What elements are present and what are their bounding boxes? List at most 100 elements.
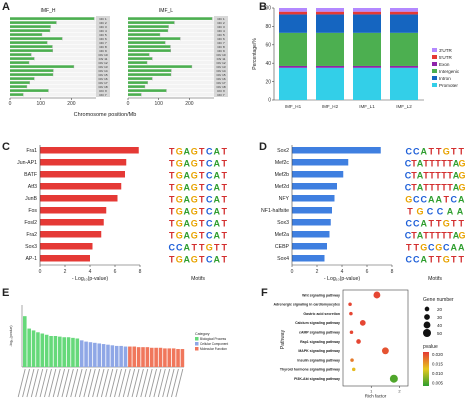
motif-logo-letter: T [411, 183, 417, 193]
panel-a-track [128, 33, 214, 37]
motif-logo-letter: T [214, 243, 220, 253]
panel-f: F Wnt signaling pathway Adrenergic signal… [237, 285, 474, 412]
panel-f-plot-frame [342, 289, 409, 387]
panel-f-color-legend-title: pvalue [423, 344, 438, 350]
panel-e-bar [53, 336, 58, 367]
panel-f-color-legend-label: 0.020 [432, 352, 444, 357]
panel-f-color-legend-label: 0.010 [432, 371, 444, 376]
panel-b-segment-3utr [390, 8, 418, 12]
panel-a-bar [10, 73, 53, 76]
motif-logo-letter: G [420, 243, 427, 253]
motif-logo-letter: C [405, 231, 412, 241]
panel-a-chr-label: Chr 15 [216, 73, 225, 77]
panel-b-y-tick-label: 40 [265, 61, 271, 67]
panel-e-term-label-blur [170, 368, 179, 398]
panel-a-chr-label: Chr 13 [216, 65, 225, 69]
panel-f-bubble [389, 374, 398, 383]
motif-logo-letter: A [184, 183, 191, 193]
motif-logo-letter: A [417, 171, 424, 181]
panel-a-bar [128, 81, 148, 84]
panel-a-track [10, 61, 96, 65]
panel-a-bar [128, 77, 153, 80]
panel-e-term-label-blur [39, 368, 48, 398]
motif-logo-letter: A [184, 243, 191, 253]
motif-logo-letter: C [443, 243, 450, 253]
panel-e-bar [40, 333, 45, 367]
motif-logo-letter: C [176, 243, 183, 253]
panel-a-bar [10, 49, 53, 52]
motif-logo-letter: T [447, 231, 453, 241]
panel-a-chr-label: Chr 15 [98, 73, 107, 77]
panel-b-y-tick-label: 0 [268, 98, 271, 104]
panel-a-bar [128, 65, 192, 68]
panel-b-x-tick-label: IMF_H2 [322, 104, 339, 109]
panel-e-y-title: -log₁₀(pvalue) [9, 325, 13, 346]
panel-a-chr-label: Chr 3 [217, 25, 225, 29]
panel-e-legend-swatch [195, 342, 199, 346]
motif-logo-letter: T [199, 171, 205, 181]
motif-logo-letter: C [406, 219, 413, 229]
panel-c-bar [40, 207, 107, 214]
panel-e-bar [75, 338, 80, 367]
panel-c-bar [40, 219, 104, 226]
motif-logo-letter: G [416, 207, 423, 217]
panel-f-bubble [349, 311, 353, 316]
panel-c-bar [40, 147, 139, 154]
panel-b-segment-promoter [353, 67, 381, 100]
motif-logo-letter: A [214, 147, 221, 157]
panel-d-x-tick-label: 4 [341, 269, 344, 275]
motif-logo-letter: T [441, 171, 447, 181]
panel-a-chr-label: Chr 9 [217, 49, 225, 53]
motif-logo-letter: A [417, 159, 424, 169]
panel-f-x-title: Rich factor [365, 394, 387, 399]
panel-d-bar [292, 183, 337, 190]
motif-logo-letter: T [435, 183, 441, 193]
motif-logo-letter: A [214, 207, 221, 217]
panel-a-chr-label: Chr 4 [217, 29, 225, 33]
panel-e-term-label-blur [52, 368, 61, 398]
panel-c-x-tick-label: 2 [64, 269, 67, 275]
panel-a-chr-label: Chr 2 [217, 21, 225, 25]
panel-a-x-tick-label: 100 [155, 101, 164, 107]
panel-c-row-label: Fos [28, 208, 37, 214]
panel-d-bar [292, 243, 327, 250]
motif-logo-letter: A [451, 243, 458, 253]
panel-a-bar [10, 53, 32, 56]
panel-a-track [128, 25, 214, 29]
panel-b-segment-intron [316, 14, 344, 33]
panel-a-title-1: IMF_L [159, 8, 173, 14]
panel-b-segment-5utr [316, 11, 344, 15]
motif-logo-letter: T [429, 219, 435, 229]
panel-e-term-label-blur [17, 368, 26, 398]
panel-d: D Sox2 C C A T T G T T Mef2c C T A T T T T T A G Mef2b C T A T T T… [237, 140, 474, 285]
motif-logo-letter: C [406, 147, 413, 157]
panel-b-legend-label: Intergenic [439, 69, 460, 74]
panel-e-legend-swatch [195, 347, 199, 351]
motif-logo-letter: T [199, 195, 205, 205]
motif-logo-letter: T [411, 231, 417, 241]
panel-a-bar [10, 61, 30, 64]
motif-logo-letter: T [429, 231, 435, 241]
motif-logo-letter: G [191, 219, 198, 229]
panel-a-track [128, 29, 214, 33]
motif-logo-letter: T [192, 243, 198, 253]
panel-d-bar [292, 195, 335, 202]
panel-a-bar [10, 77, 35, 80]
motif-logo-letter: T [423, 159, 429, 169]
panel-a-track [128, 53, 214, 57]
panel-a: A IMF_H Chr 1 Chr 2 Chr 3 Chr 4 Chr 5 Chr 6 Chr… [0, 0, 237, 140]
panel-e-term-label-blur [162, 368, 171, 398]
panel-b-segment-promoter [316, 67, 344, 100]
motif-logo-letter: T [222, 231, 228, 241]
panel-e-bar [149, 347, 154, 367]
panel-b-segment-exon [353, 65, 381, 68]
panel-d-bar [292, 159, 349, 166]
panel-a-bar [128, 33, 160, 36]
panel-f-size-legend-label: 30 [437, 315, 443, 320]
panel-e-bar [123, 346, 128, 367]
panel-c-x-tick-label: 8 [139, 269, 142, 275]
motif-logo-letter: T [423, 231, 429, 241]
panel-a-chr-label: Chr Y [99, 93, 107, 97]
panel-a-chr-label: Chr 8 [217, 45, 225, 49]
motif-logo-letter: T [435, 171, 441, 181]
